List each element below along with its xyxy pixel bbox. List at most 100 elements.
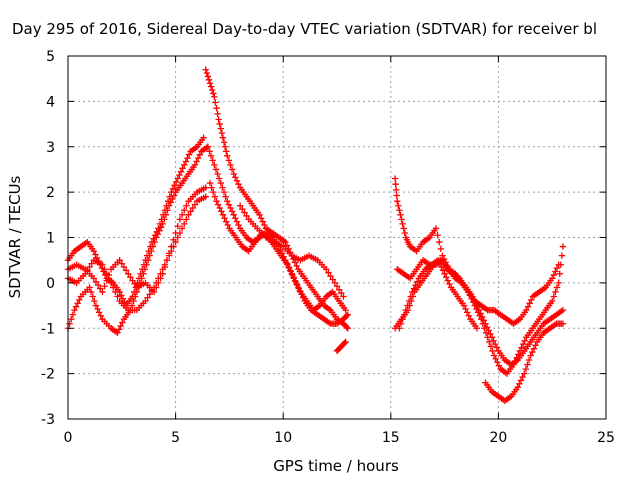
data-point <box>185 211 192 219</box>
data-point <box>125 270 132 277</box>
data-point <box>115 326 123 333</box>
data-point <box>233 218 241 225</box>
data-point <box>400 225 407 232</box>
data-point <box>290 275 298 282</box>
data-point <box>524 303 532 310</box>
data-point <box>119 319 126 326</box>
data-point <box>99 261 106 268</box>
data-point <box>120 263 128 271</box>
data-point <box>285 264 293 272</box>
data-point <box>163 256 171 264</box>
data-point <box>289 271 296 279</box>
data-point <box>114 293 121 300</box>
data-point <box>327 272 334 280</box>
data-point <box>146 291 153 298</box>
data-point <box>130 288 138 296</box>
data-point <box>107 279 115 287</box>
data-point <box>482 320 489 327</box>
data-point <box>142 297 149 305</box>
data-point <box>172 238 179 246</box>
series-track-m <box>396 256 481 332</box>
data-point <box>259 218 266 225</box>
data-point <box>485 327 492 334</box>
x-tick-label: 5 <box>171 430 180 446</box>
data-point <box>399 220 406 228</box>
y-tick-label: -3 <box>41 412 55 428</box>
data-point <box>218 129 226 137</box>
data-point <box>179 165 186 172</box>
data-point <box>394 198 401 205</box>
data-point <box>434 232 441 239</box>
data-point <box>287 268 294 275</box>
data-point <box>292 278 299 285</box>
data-point <box>526 300 533 307</box>
data-point <box>225 201 233 208</box>
data-point <box>150 235 157 242</box>
data-point <box>137 270 144 277</box>
data-point <box>220 188 228 196</box>
data-point <box>147 243 154 250</box>
data-point <box>521 370 528 377</box>
series-track-i <box>333 338 349 355</box>
data-point <box>206 80 214 87</box>
data-point <box>228 166 236 173</box>
data-point <box>97 285 104 292</box>
data-point <box>291 259 299 266</box>
data-point <box>517 377 525 384</box>
data-point <box>555 279 562 287</box>
data-point <box>549 275 556 282</box>
data-point <box>432 225 440 232</box>
data-point <box>233 177 241 184</box>
data-point <box>446 280 453 288</box>
data-point <box>402 306 410 314</box>
data-point <box>157 270 164 277</box>
data-point <box>439 267 447 274</box>
data-point <box>144 294 151 301</box>
data-point <box>437 245 445 253</box>
data-point <box>444 277 452 284</box>
data-point <box>441 270 448 277</box>
data-point <box>148 287 156 295</box>
data-point <box>140 261 148 268</box>
data-point <box>176 216 184 223</box>
data-point <box>342 338 349 346</box>
data-point <box>174 222 181 230</box>
y-tick-label: 3 <box>46 140 55 156</box>
data-point <box>219 134 227 141</box>
data-point <box>127 274 134 281</box>
data-point <box>222 218 230 225</box>
data-point <box>224 152 231 160</box>
data-point <box>166 193 173 200</box>
data-point <box>143 252 151 259</box>
series-track-h <box>236 202 347 300</box>
data-point <box>184 154 191 162</box>
data-point <box>480 317 488 324</box>
data-point <box>519 340 527 348</box>
data-point <box>518 344 525 351</box>
data-point <box>215 175 223 182</box>
data-point <box>553 284 561 291</box>
data-point <box>90 275 98 282</box>
data-point <box>473 325 481 332</box>
data-point <box>74 300 81 307</box>
data-point <box>343 312 350 319</box>
x-tick-label: 15 <box>382 430 400 446</box>
data-point <box>145 247 152 255</box>
data-point <box>549 297 556 305</box>
data-point <box>559 306 567 314</box>
data-point <box>235 180 242 188</box>
data-point <box>224 221 231 229</box>
data-point <box>212 99 219 106</box>
data-point <box>532 342 539 349</box>
data-point <box>114 329 121 336</box>
data-point <box>178 225 186 232</box>
data-point <box>193 158 200 165</box>
data-point <box>529 348 536 356</box>
data-point <box>222 148 230 155</box>
data-point <box>261 221 268 229</box>
data-point <box>342 306 349 314</box>
series-track-l <box>394 256 562 327</box>
data-point <box>393 192 400 199</box>
data-point <box>206 148 213 155</box>
data-point <box>404 302 411 309</box>
